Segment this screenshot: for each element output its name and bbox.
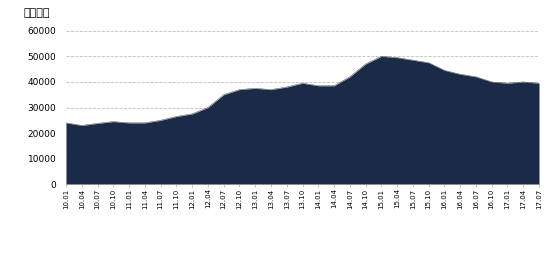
Text: 万平方米: 万平方米 (24, 8, 50, 18)
